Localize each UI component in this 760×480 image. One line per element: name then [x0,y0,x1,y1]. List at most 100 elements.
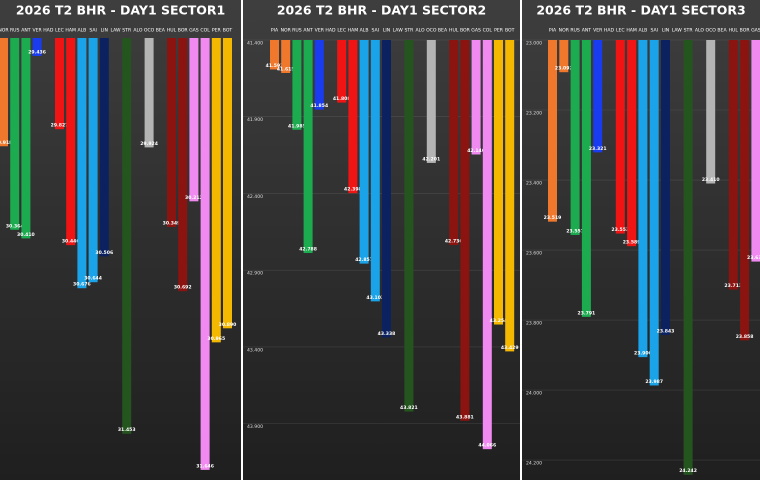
value-label: 30.349 [163,220,181,226]
bar [683,40,693,475]
x-tick-label: LEC [337,28,346,34]
x-tick-label: BOR [740,28,751,34]
x-tick-label: HAD [43,28,54,34]
value-label: 23.321 [589,146,607,152]
x-tick-label: ANT [21,28,31,34]
value-label: 30.446 [62,239,80,245]
bar [122,38,132,434]
value-label: 42.201 [422,156,440,162]
x-tick-label: PER [494,28,504,34]
bar [460,40,470,421]
x-tick-label: NOR [559,28,570,34]
x-tick-label: SAI [372,28,380,34]
value-label: 43.103 [366,295,384,301]
value-label: 30.644 [84,276,102,282]
bar [638,40,648,358]
value-label: 41.854 [310,103,328,109]
value-label: 41.615 [277,66,295,72]
x-tick-label: HUL [167,28,177,34]
x-tick-label: ALO [133,28,143,34]
value-label: 23.633 [747,255,760,261]
x-tick-label: BEA [438,28,448,34]
x-tick-label: NOR [281,28,292,34]
value-label: 31.453 [118,427,136,433]
bar [382,40,391,338]
value-label: 30.506 [95,250,113,256]
value-label: 29.827 [51,123,69,129]
value-label: 41.808 [333,96,351,102]
value-label: 30.965 [207,336,225,342]
x-tick-label: LIN [662,28,669,34]
bar [189,38,199,202]
x-tick-label: HUL [729,28,739,34]
value-label: 30.676 [73,282,91,288]
bar [88,38,98,283]
value-label: 23.858 [736,334,754,340]
value-label: 30.212 [185,195,203,201]
x-tick-label: VER [32,28,42,34]
y-tick-label: 23.200 [526,111,542,117]
x-tick-label: SAI [650,28,658,34]
x-tick-label: LAW [672,28,683,34]
chart-title: 2026 T2 BHR - DAY1 SECTOR2 [277,3,486,18]
x-tick-label: STR [684,28,694,34]
value-label: 43.429 [501,345,519,351]
value-label: 43.254 [490,318,508,324]
bar [144,38,154,148]
x-tick-label: PIA [549,28,557,34]
value-label: 42.788 [299,247,317,253]
x-tick-label: ALO [416,28,426,34]
y-tick-label: 43.900 [247,424,263,430]
bar [270,40,279,70]
x-tick-label: ALB [638,28,647,34]
bar [66,38,76,246]
bar [77,38,87,289]
x-tick-label: RUS [292,28,302,34]
x-tick-label: LEC [55,28,64,34]
bar [482,40,492,450]
value-label: 41.592 [266,63,284,69]
bar [661,40,670,336]
chart-panel: NOR29.918RUS30.364ANT30.410VER29.436HADL… [0,0,241,480]
value-label: 41.985 [288,123,306,129]
x-tick-label: HAD [604,28,615,34]
x-tick-label: OCO [426,28,437,34]
value-label: 42.398 [344,187,362,193]
x-tick-label: HAD [325,28,336,34]
x-tick-label: NOR [0,28,9,34]
bar [337,40,347,103]
x-tick-label: BOT [223,28,233,34]
x-tick-label: ALB [77,28,86,34]
bar [314,40,324,110]
value-label: 23.092 [555,66,573,72]
bar [200,38,210,470]
chart-title: 2026 T2 BHR - DAY1 SECTOR3 [536,3,745,18]
value-label: 43.338 [378,331,396,337]
x-tick-label: RUS [570,28,580,34]
value-label: 24.242 [679,468,697,474]
value-label: 23.557 [566,228,584,234]
bar [32,38,42,56]
value-label: 23.906 [634,351,652,357]
y-tick-label: 41.900 [247,117,263,123]
bar [404,40,414,412]
bar [615,40,625,234]
x-tick-label: COL [200,28,210,34]
bar [211,38,221,343]
y-tick-label: 24.000 [526,391,542,397]
x-tick-label: COL [483,28,493,34]
chart-panel: 23.000 23.200 23.400 23.600 23.800 24.000 24.2… [522,0,760,480]
value-label: 42.146 [467,148,485,154]
bar [223,38,232,329]
bar [581,40,591,317]
bar [471,40,481,155]
x-tick-label: GAS [189,28,199,34]
y-tick-label: 23.000 [526,41,542,47]
x-tick-label: ALO [695,28,705,34]
x-tick-label: HAM [65,28,76,34]
x-tick-label: HAM [626,28,637,34]
x-tick-label: BOR [460,28,471,34]
value-label: 23.410 [702,177,720,183]
bar [99,38,109,257]
